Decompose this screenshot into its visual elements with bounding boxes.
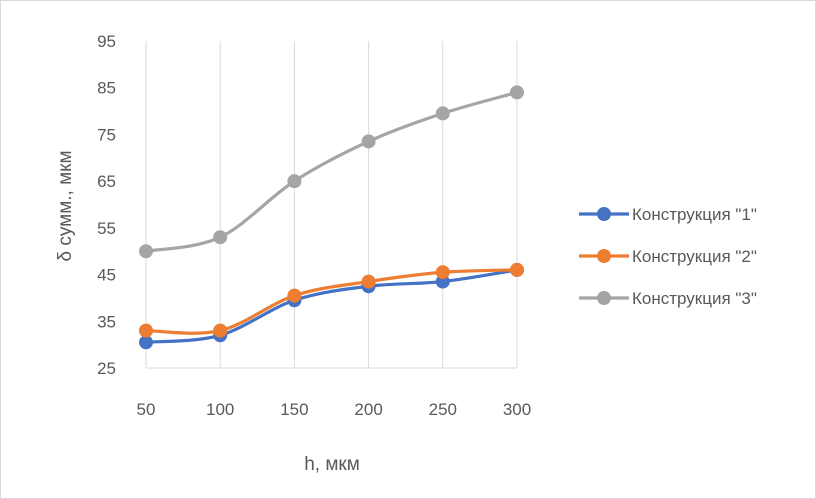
series-3-point-2: [287, 174, 302, 189]
y-tick-label-6: 85: [97, 79, 116, 98]
legend-label-2: Конструкция "2": [632, 247, 757, 266]
legend-label-1: Конструкция "1": [632, 205, 757, 224]
series-2: [139, 262, 524, 338]
y-tick-labels: 25 35 45 55 65 75 85 95: [97, 32, 116, 378]
series-3-point-1: [213, 230, 228, 245]
series-3-point-0: [139, 244, 153, 259]
series-3-point-4: [435, 106, 450, 121]
series-1: [139, 262, 524, 350]
series-2-point-1: [213, 323, 228, 338]
series-3-point-5: [510, 85, 524, 100]
legend-marker-1: [597, 207, 611, 221]
legend: Конструкция "1" Конструкция "2" Конструкци…: [579, 205, 757, 308]
y-tick-label-2: 45: [97, 266, 116, 285]
series-line-3: [144, 90, 519, 253]
series-3-point-3: [361, 134, 376, 149]
x-tick-label-1: 100: [206, 400, 234, 419]
x-tick-labels: 50 100 150 200 250 300: [137, 400, 532, 419]
series-2-point-3: [361, 274, 376, 289]
x-tick-label-4: 250: [429, 400, 457, 419]
series-3: [139, 85, 524, 259]
series-lines: [139, 85, 524, 350]
y-tick-label-4: 65: [97, 172, 116, 191]
legend-marker-3: [597, 291, 611, 305]
x-tick-label-2: 150: [280, 400, 308, 419]
legend-label-3: Конструкция "3": [632, 289, 757, 308]
y-axis-title: δ сумм., мкм: [55, 150, 76, 261]
x-tick-label-5: 300: [503, 400, 531, 419]
series-2-point-0: [139, 323, 153, 338]
legend-item-2: Конструкция "2": [579, 247, 757, 266]
legend-item-3: Конструкция "3": [579, 289, 757, 308]
series-1-point-0: [139, 335, 153, 350]
series-2-point-5: [510, 262, 524, 277]
y-tick-label-1: 35: [97, 312, 116, 331]
series-2-point-4: [435, 265, 450, 280]
grid-lines: [145, 41, 518, 368]
series-2-point-2: [287, 288, 302, 303]
y-tick-label-5: 75: [97, 125, 116, 144]
x-axis-title: h, мкм: [304, 454, 360, 475]
legend-item-1: Конструкция "1": [579, 205, 757, 224]
y-tick-label-7: 95: [97, 32, 116, 51]
x-tick-label-0: 50: [137, 400, 156, 419]
y-tick-label-3: 55: [97, 219, 116, 238]
x-tick-label-3: 200: [354, 400, 382, 419]
y-tick-label-0: 25: [97, 359, 116, 378]
legend-marker-2: [597, 249, 611, 263]
